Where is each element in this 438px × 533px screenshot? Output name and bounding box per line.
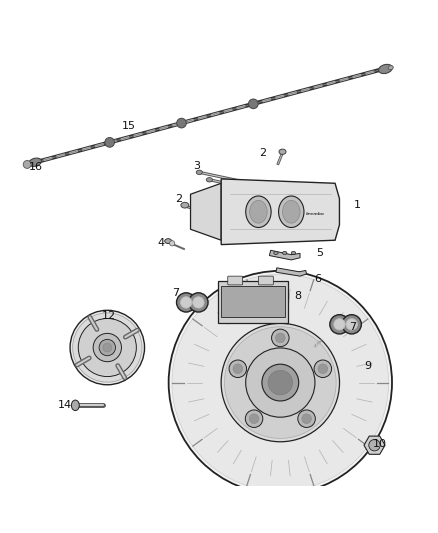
Text: 12: 12: [102, 311, 116, 320]
Circle shape: [221, 324, 339, 442]
Circle shape: [224, 327, 336, 439]
Circle shape: [177, 293, 196, 312]
Ellipse shape: [71, 400, 79, 410]
Circle shape: [318, 364, 328, 374]
Ellipse shape: [291, 252, 296, 254]
Text: 16: 16: [29, 161, 43, 172]
Polygon shape: [218, 280, 288, 322]
Circle shape: [73, 313, 142, 382]
Circle shape: [99, 340, 116, 356]
Circle shape: [334, 319, 345, 330]
Polygon shape: [221, 179, 339, 245]
Ellipse shape: [378, 64, 392, 74]
Text: 7: 7: [350, 321, 357, 332]
Circle shape: [346, 319, 357, 330]
Ellipse shape: [283, 252, 287, 254]
Text: 1: 1: [353, 200, 360, 210]
Circle shape: [298, 410, 315, 427]
Circle shape: [249, 414, 259, 424]
Text: brembo: brembo: [306, 212, 325, 216]
Circle shape: [276, 333, 285, 343]
Circle shape: [93, 333, 121, 362]
Ellipse shape: [206, 177, 212, 182]
Polygon shape: [221, 286, 285, 317]
Circle shape: [268, 370, 293, 395]
Ellipse shape: [246, 196, 271, 228]
Circle shape: [103, 343, 112, 352]
Circle shape: [229, 360, 247, 377]
Circle shape: [330, 314, 349, 334]
Ellipse shape: [279, 149, 286, 155]
Circle shape: [23, 160, 31, 168]
Text: 2: 2: [259, 148, 266, 158]
Ellipse shape: [250, 200, 267, 223]
Circle shape: [105, 138, 114, 147]
Ellipse shape: [388, 66, 393, 70]
Circle shape: [169, 271, 392, 494]
Ellipse shape: [181, 203, 189, 208]
Text: 5: 5: [316, 248, 323, 259]
Circle shape: [172, 274, 389, 491]
Circle shape: [78, 319, 136, 377]
Circle shape: [272, 329, 289, 346]
Circle shape: [342, 314, 361, 334]
Ellipse shape: [283, 200, 300, 223]
Circle shape: [180, 297, 192, 308]
Text: 2: 2: [175, 193, 182, 204]
Text: 14: 14: [58, 400, 72, 410]
Circle shape: [246, 348, 315, 417]
Text: 10: 10: [373, 439, 387, 449]
Text: MOPAR: MOPAR: [314, 337, 325, 349]
Text: 3: 3: [193, 161, 200, 171]
Ellipse shape: [279, 196, 304, 228]
Circle shape: [177, 118, 186, 128]
Polygon shape: [269, 251, 300, 260]
Circle shape: [70, 310, 145, 385]
Ellipse shape: [28, 158, 42, 166]
Circle shape: [189, 293, 208, 312]
Ellipse shape: [165, 239, 172, 244]
Polygon shape: [276, 268, 307, 276]
Circle shape: [262, 364, 299, 401]
Circle shape: [233, 364, 243, 374]
Circle shape: [193, 297, 204, 308]
Circle shape: [248, 99, 258, 109]
Text: 4: 4: [158, 238, 165, 248]
FancyBboxPatch shape: [228, 276, 243, 285]
Circle shape: [314, 360, 332, 377]
Circle shape: [369, 440, 380, 451]
Circle shape: [302, 414, 311, 424]
Text: 8: 8: [294, 291, 301, 301]
Text: 15: 15: [122, 122, 136, 131]
Ellipse shape: [274, 252, 278, 254]
Text: 9: 9: [364, 361, 371, 372]
Text: 7: 7: [173, 288, 180, 298]
Polygon shape: [191, 183, 221, 240]
FancyBboxPatch shape: [258, 276, 273, 285]
Circle shape: [170, 241, 175, 246]
Text: 6: 6: [314, 274, 321, 284]
Circle shape: [245, 410, 263, 427]
Ellipse shape: [196, 170, 202, 174]
